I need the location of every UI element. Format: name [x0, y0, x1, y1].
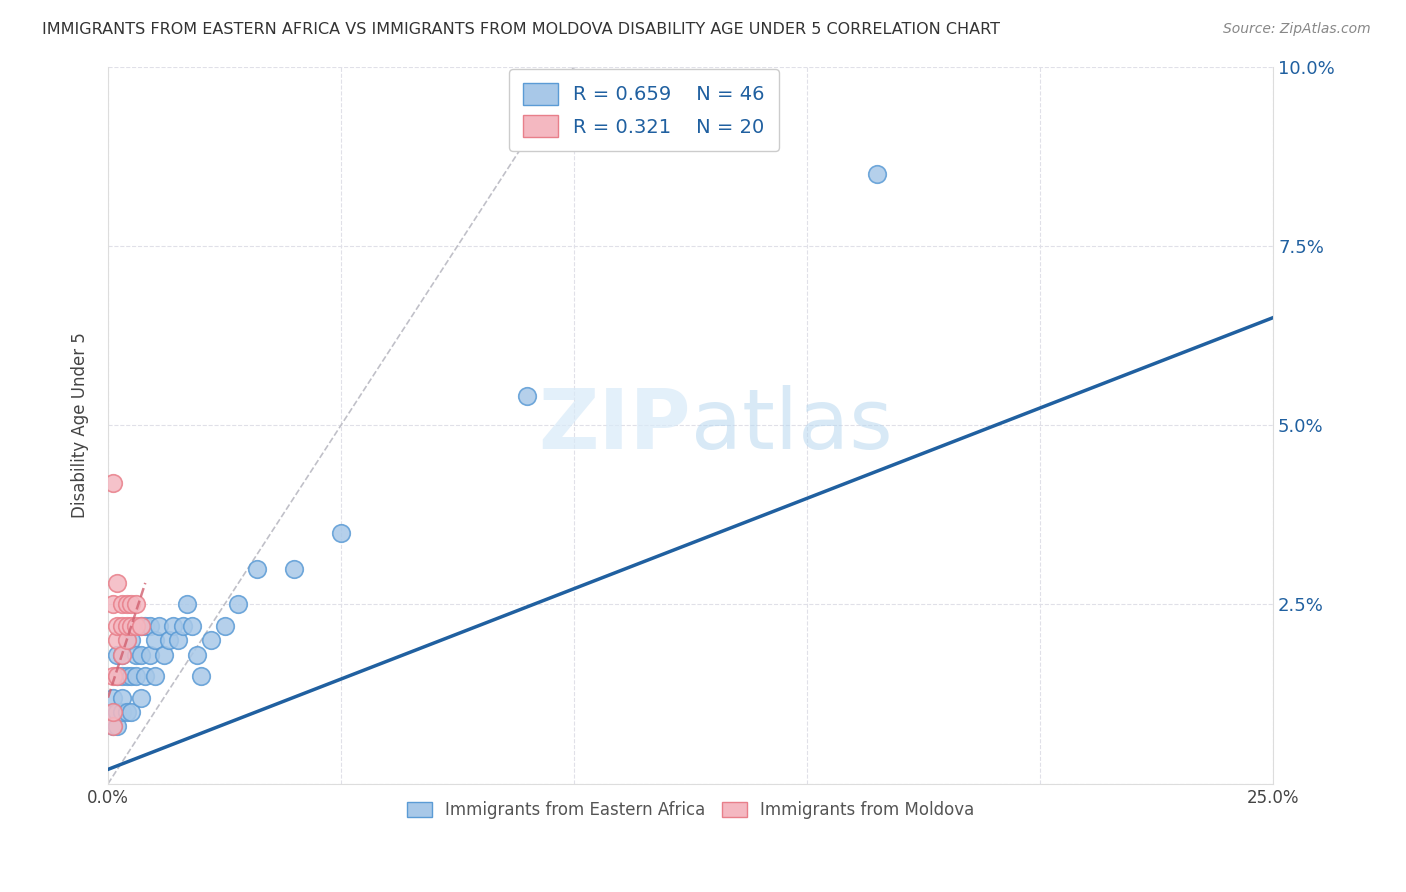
Point — [129, 619, 152, 633]
Point — [139, 619, 162, 633]
Point — [105, 705, 128, 719]
Point — [101, 719, 124, 733]
Point — [143, 633, 166, 648]
Point — [125, 619, 148, 633]
Point — [866, 167, 889, 181]
Point — [120, 633, 142, 648]
Point — [115, 633, 138, 648]
Point — [172, 619, 194, 633]
Point — [143, 669, 166, 683]
Point — [228, 598, 250, 612]
Point — [111, 690, 134, 705]
Point — [129, 690, 152, 705]
Point — [214, 619, 236, 633]
Point — [120, 669, 142, 683]
Point — [105, 669, 128, 683]
Point — [200, 633, 222, 648]
Point — [105, 719, 128, 733]
Point — [105, 669, 128, 683]
Point — [330, 525, 353, 540]
Point — [111, 619, 134, 633]
Point — [101, 705, 124, 719]
Point — [105, 576, 128, 591]
Point — [111, 648, 134, 662]
Point — [134, 619, 156, 633]
Point — [176, 598, 198, 612]
Point — [180, 619, 202, 633]
Point — [139, 648, 162, 662]
Point — [186, 648, 208, 662]
Point — [115, 633, 138, 648]
Point — [115, 669, 138, 683]
Point — [111, 598, 134, 612]
Point — [101, 705, 124, 719]
Point — [134, 669, 156, 683]
Point — [115, 705, 138, 719]
Point — [125, 598, 148, 612]
Point — [120, 619, 142, 633]
Point — [120, 705, 142, 719]
Point — [125, 648, 148, 662]
Point — [148, 619, 170, 633]
Point — [105, 619, 128, 633]
Text: ZIP: ZIP — [538, 384, 690, 466]
Point — [246, 561, 269, 575]
Point — [129, 619, 152, 633]
Point — [167, 633, 190, 648]
Point — [125, 669, 148, 683]
Point — [120, 598, 142, 612]
Text: atlas: atlas — [690, 384, 893, 466]
Text: IMMIGRANTS FROM EASTERN AFRICA VS IMMIGRANTS FROM MOLDOVA DISABILITY AGE UNDER 5: IMMIGRANTS FROM EASTERN AFRICA VS IMMIGR… — [42, 22, 1000, 37]
Point — [101, 669, 124, 683]
Legend: Immigrants from Eastern Africa, Immigrants from Moldova: Immigrants from Eastern Africa, Immigran… — [399, 794, 981, 826]
Point — [101, 475, 124, 490]
Point — [111, 648, 134, 662]
Point — [153, 648, 176, 662]
Point — [190, 669, 212, 683]
Point — [101, 690, 124, 705]
Point — [516, 389, 538, 403]
Point — [115, 619, 138, 633]
Point — [101, 598, 124, 612]
Point — [111, 669, 134, 683]
Point — [162, 619, 184, 633]
Point — [115, 598, 138, 612]
Point — [105, 648, 128, 662]
Point — [101, 719, 124, 733]
Point — [157, 633, 180, 648]
Point — [111, 705, 134, 719]
Point — [105, 633, 128, 648]
Text: Source: ZipAtlas.com: Source: ZipAtlas.com — [1223, 22, 1371, 37]
Point — [129, 648, 152, 662]
Y-axis label: Disability Age Under 5: Disability Age Under 5 — [72, 332, 89, 518]
Point — [283, 561, 305, 575]
